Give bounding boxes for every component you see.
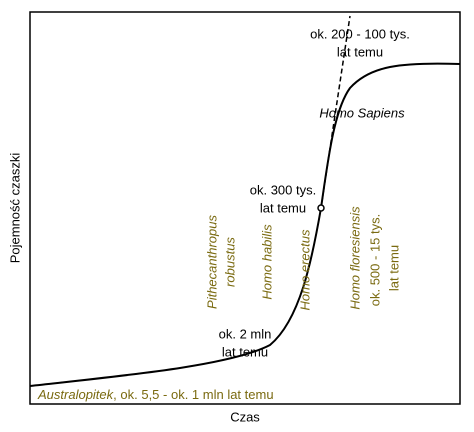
point-marker: [317, 204, 325, 212]
annotation: lat temu: [337, 44, 383, 59]
species-name: Australopitek: [37, 387, 115, 402]
dashed-extrapolation: [320, 15, 351, 209]
annotation: ok. 2 mln: [219, 326, 272, 341]
annotation: lat temu: [260, 200, 306, 215]
growth-curve: [29, 62, 461, 387]
plot-frame: [29, 11, 461, 405]
species-label: Pithecanthropus: [204, 215, 219, 309]
species-label: ok. 500 - 15 tys.: [367, 214, 382, 307]
x-axis-label: Czas: [230, 409, 260, 424]
annotation: ok. 200 - 100 tys.: [310, 26, 410, 41]
species-label: lat temu: [386, 245, 401, 291]
species-label: Homo erectus: [297, 229, 312, 310]
y-axis-label: Pojemność czaszki: [7, 153, 22, 264]
australopitek-label: Australopitek, ok. 5,5 - ok. 1 mln lat t…: [37, 387, 274, 402]
species-label: Homo habilis: [259, 224, 274, 300]
period: , ok. 5,5 - ok. 1 mln lat temu: [113, 387, 273, 402]
species-label: robustus: [222, 237, 237, 287]
annotation: Homo Sapiens: [319, 105, 405, 120]
species-label: Homo floresiensis: [347, 206, 362, 310]
annotation: ok. 300 tys.: [250, 182, 316, 197]
annotation: lat temu: [222, 344, 268, 359]
